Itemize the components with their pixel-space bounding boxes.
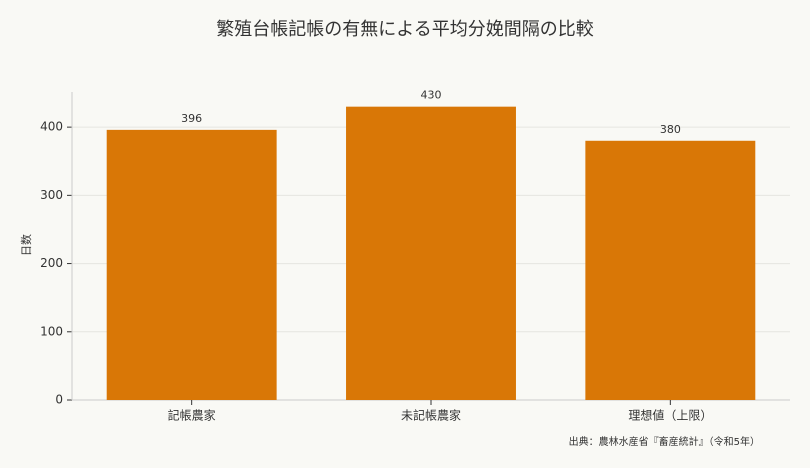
y-tick-label: 400 bbox=[40, 120, 63, 134]
y-tick-label: 0 bbox=[55, 393, 63, 407]
x-tick-label: 未記帳農家 bbox=[401, 408, 461, 423]
data-label: 396 bbox=[181, 112, 202, 125]
y-tick-label: 100 bbox=[40, 324, 63, 338]
bar bbox=[346, 106, 516, 401]
y-tick-label: 200 bbox=[40, 256, 63, 270]
x-tick-label: 理想値（上限） bbox=[628, 408, 712, 423]
y-tick-label: 300 bbox=[40, 188, 63, 202]
bar bbox=[585, 140, 756, 400]
data-label: 430 bbox=[421, 89, 442, 102]
data-label: 380 bbox=[660, 123, 681, 136]
bar bbox=[106, 129, 277, 400]
y-axis-label: 日数 bbox=[20, 234, 33, 256]
chart-title: 繁殖台帳記帳の有無による平均分娩間隔の比較 bbox=[216, 18, 593, 40]
x-tick-label: 記帳農家 bbox=[168, 408, 216, 423]
source-note: 出典：農林水産省『畜産統計』（令和5年） bbox=[569, 435, 760, 448]
